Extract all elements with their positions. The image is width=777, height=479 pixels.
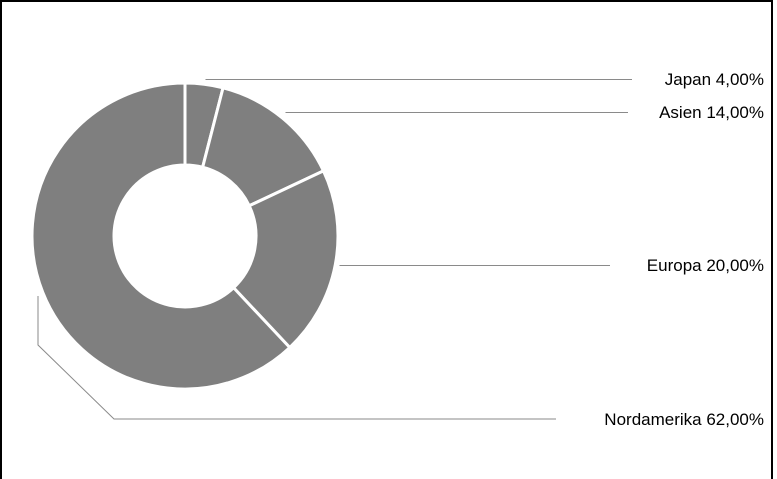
slice-label-nordamerika: Nordamerika 62,00% bbox=[604, 410, 764, 429]
slice-asien bbox=[200, 85, 326, 208]
slice-labels: Japan 4,00% Asien 14,00% Europa 20,00% Nord… bbox=[604, 70, 764, 429]
leader-line-nordamerika bbox=[37, 296, 556, 420]
leader-lines bbox=[37, 79, 632, 420]
slice-label-asien: Asien 14,00% bbox=[659, 103, 764, 122]
slice-nordamerika bbox=[30, 81, 292, 391]
slice-europa bbox=[231, 168, 340, 350]
slice-label-japan: Japan 4,00% bbox=[665, 70, 764, 89]
slice-label-europa: Europa 20,00% bbox=[647, 256, 764, 275]
slices bbox=[30, 81, 340, 391]
